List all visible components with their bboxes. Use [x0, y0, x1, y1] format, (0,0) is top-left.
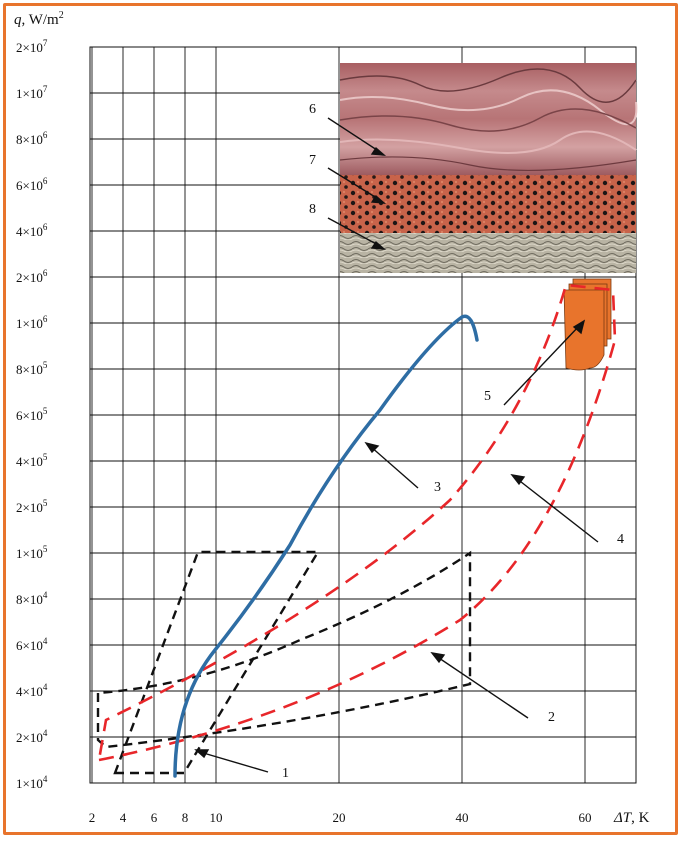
x-tick-label: 4	[120, 810, 127, 825]
y-tick-label: 1×107	[16, 84, 48, 101]
y-tick-label: 1×106	[16, 314, 48, 331]
y-tick-label: 6×106	[16, 176, 48, 193]
x-axis-title: ΔT, K	[613, 810, 650, 826]
annotation-label-1: 1	[282, 766, 289, 781]
x-axis-variable: ΔT	[613, 810, 633, 826]
x-tick-label: 2	[89, 810, 96, 825]
x-tick-label: 20	[333, 810, 346, 825]
region-4-outline	[97, 283, 617, 762]
x-tick-label: 6	[151, 810, 158, 825]
y-tick-labels: 2×107 1×107 8×106 6×106 4×106 2×106 1×106 8×105…	[16, 38, 48, 791]
x-tick-labels: 2 4 6 8 10 20 40 60	[89, 810, 592, 825]
rock-sample-6-image	[340, 63, 636, 175]
y-tick-label: 2×107	[16, 38, 48, 55]
y-axis-title: q, W/m2	[14, 10, 64, 28]
x-tick-label: 10	[210, 810, 223, 825]
x-tick-label: 40	[456, 810, 469, 825]
y-axis-unit: , W/m	[22, 12, 60, 28]
curve-3	[173, 314, 479, 778]
y-tick-label: 8×105	[16, 360, 48, 377]
y-tick-label: 2×105	[16, 498, 48, 515]
y-axis-unit-exponent: 2	[59, 10, 64, 21]
region-1-outline	[113, 550, 321, 775]
sample-5-tiles	[563, 278, 612, 371]
x-tick-label: 8	[182, 810, 189, 825]
y-tick-label: 4×104	[16, 682, 48, 699]
annotation-label-2: 2	[548, 710, 555, 725]
y-tick-label: 6×105	[16, 406, 48, 423]
figure-frame	[3, 3, 678, 835]
annotation-label-4: 4	[617, 532, 624, 547]
y-tick-label: 1×105	[16, 544, 48, 561]
annotation-label-7: 7	[309, 153, 316, 168]
rock-sample-7-image	[340, 175, 636, 233]
rock-photo-inset	[339, 63, 638, 273]
annotation-label-3: 3	[434, 480, 441, 495]
annotation-label-5: 5	[484, 389, 491, 404]
y-axis-variable: q	[14, 12, 22, 28]
region-2-outline	[96, 550, 472, 749]
y-tick-label: 1×104	[16, 774, 48, 791]
y-tick-label: 6×104	[16, 636, 48, 653]
annotation-label-6: 6	[309, 102, 316, 117]
y-tick-label: 2×106	[16, 268, 48, 285]
y-tick-label: 4×106	[16, 222, 48, 239]
y-tick-label: 4×105	[16, 452, 48, 469]
x-axis-unit: , K	[631, 810, 650, 826]
y-tick-label: 8×104	[16, 590, 48, 607]
annotation-label-8: 8	[309, 202, 316, 217]
annotation-arrows	[194, 117, 599, 773]
y-tick-label: 2×104	[16, 728, 48, 745]
x-tick-label: 60	[579, 810, 592, 825]
rock-sample-8-image	[340, 233, 636, 273]
y-tick-label: 8×106	[16, 130, 48, 147]
